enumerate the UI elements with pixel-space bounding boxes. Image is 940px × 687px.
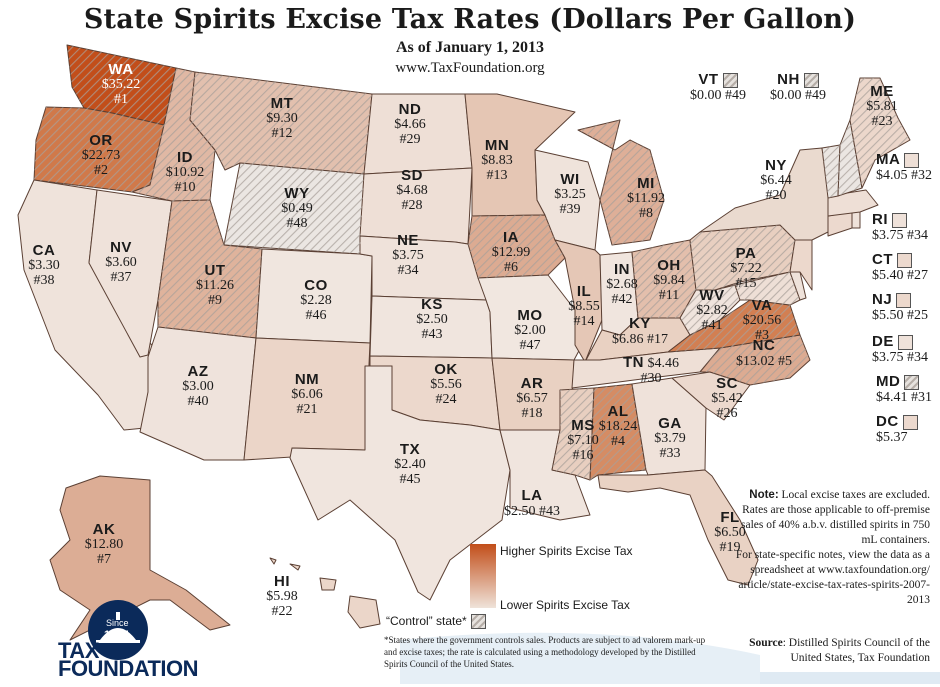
- label-AL: AL $18.24 #4: [598, 403, 638, 449]
- hatch-NC: [700, 335, 810, 385]
- note-specific: For state-specific notes, view the data …: [735, 549, 930, 606]
- legend-low-label: Lower Spirits Excise Tax: [500, 598, 630, 612]
- label-IN: IN $2.68 #42: [606, 261, 638, 307]
- label-MS: MS $7.10 #16: [567, 417, 599, 463]
- label-NE: NE $3.75 #34: [392, 232, 424, 278]
- map-title: State Spirits Excise Tax Rates (Dollars …: [83, 4, 857, 35]
- label-KY: KY $6.86 #17: [612, 315, 668, 347]
- callout-DC: DC $5.37: [876, 414, 938, 445]
- label-MT: MT $9.30 #12: [266, 95, 298, 141]
- label-LA: LA $2.50 #43: [504, 487, 560, 519]
- label-NV: NV $3.60 #37: [105, 239, 137, 285]
- source-url: www.TaxFoundation.org: [395, 60, 545, 76]
- state-MA: [827, 189, 879, 217]
- callout-MA: MA $4.05 #32: [876, 151, 932, 184]
- hatch-AL: [590, 384, 646, 480]
- map-subtitle: As of January 1, 2013: [395, 39, 544, 56]
- label-HI: HI $5.98 #22: [266, 573, 298, 619]
- gulf-shore: [400, 632, 760, 684]
- label-NY: NY $6.44 #20: [760, 157, 792, 203]
- label-NM: NM $6.06 #21: [291, 371, 323, 417]
- label-NC: NC $13.02 #5: [736, 337, 792, 369]
- state-RI: [851, 211, 861, 229]
- note-block: Note: Local excise taxes are excluded. R…: [741, 489, 930, 546]
- logo-word-foundation: FOUNDATION: [58, 656, 199, 681]
- control-swatch: [722, 73, 738, 89]
- hatch-WV: [680, 285, 740, 335]
- label-WV: WV $2.82 #41: [696, 287, 728, 333]
- hatch-OR: [34, 107, 164, 192]
- label-UT: UT $11.26 #9: [196, 262, 234, 308]
- label-IA: IA $12.99 #6: [491, 229, 531, 275]
- label-ME: ME $5.81 #23: [866, 83, 898, 129]
- label-CA: CA $3.30 #38: [28, 242, 60, 288]
- label-OR: OR $22.73 #2: [81, 132, 121, 178]
- legend-gradient: [470, 544, 496, 608]
- callout-CT: CT $5.40 #27: [872, 251, 928, 284]
- legend-control: “Control” state*: [386, 614, 486, 630]
- state-TX: [289, 365, 511, 601]
- logo-word-tax: TAX: [58, 638, 99, 663]
- capitol-dome-icon: [88, 600, 148, 660]
- label-TN: TN $4.46 #30: [623, 354, 679, 386]
- label-VA: VA $20.56 #3: [742, 297, 782, 343]
- hatch-WY: [224, 163, 364, 254]
- control-swatch: [470, 614, 486, 630]
- hatch-OH: [632, 240, 696, 318]
- hatch-ID: [132, 68, 215, 201]
- label-OH: OH $9.84 #11: [653, 257, 685, 303]
- hatch-WA: [67, 45, 176, 125]
- label-ID: ID $10.92 #10: [165, 149, 205, 195]
- hatch-IA: [468, 215, 565, 278]
- state-FL: [597, 469, 759, 586]
- label-ND: ND $4.66 #29: [394, 101, 426, 147]
- hatch-VT: [822, 145, 840, 198]
- hatch-MI: [578, 120, 664, 245]
- label-FL: FL $6.50 #19: [714, 509, 746, 555]
- callout-NJ: NJ $5.50 #25: [872, 291, 928, 324]
- callout-DE: DE $3.75 #34: [872, 333, 928, 366]
- label-WA: WA $35.22 #1: [101, 61, 141, 107]
- label-WI: WI $3.25 #39: [554, 171, 586, 217]
- hatch-MS: [552, 388, 594, 480]
- callout-VT: VT $0.00 #49: [690, 71, 746, 104]
- label-AZ: AZ $3.00 #40: [182, 363, 214, 409]
- source-block: Source: Distilled Spirits Council of the…: [749, 637, 930, 664]
- legend-high-label: Higher Spirits Excise Tax: [500, 544, 633, 558]
- label-PA: PA $7.22 #15: [730, 245, 762, 291]
- control-swatch: [803, 73, 819, 89]
- tax-foundation-logo: Since 1937 TAX FOUNDATION: [58, 596, 208, 682]
- hatch-NH: [838, 120, 862, 196]
- label-MO: MO $2.00 #47: [514, 307, 546, 353]
- label-SD: SD $4.68 #28: [396, 167, 428, 213]
- control-hatch-overlays: [34, 45, 910, 480]
- hatch-PA: [690, 225, 795, 290]
- state-AK: [49, 475, 231, 641]
- label-IL: IL $8.55 #14: [568, 283, 600, 329]
- hatch-ME: [850, 78, 910, 188]
- hatch-UT: [158, 200, 262, 338]
- hatch-VA: [668, 300, 800, 352]
- label-MI: MI $11.92 #8: [627, 175, 665, 221]
- label-KS: KS $2.50 #43: [416, 296, 448, 342]
- label-AR: AR $6.57 #18: [516, 375, 548, 421]
- label-MN: MN $8.83 #13: [481, 137, 513, 183]
- callout-RI: RI $3.75 #34: [872, 211, 928, 244]
- hatch-MD: [735, 272, 800, 305]
- legend-footnote: *States where the government controls sa…: [384, 635, 706, 669]
- state-HI: [269, 557, 381, 629]
- callout-MD: MD $4.41 #31: [876, 373, 932, 406]
- callout-NH: NH $0.00 #49: [770, 71, 826, 104]
- label-WY: WY $0.49 #48: [281, 185, 313, 231]
- label-GA: GA $3.79 #33: [654, 415, 686, 461]
- hatch-MT: [190, 72, 372, 174]
- state-SC: [671, 371, 751, 421]
- label-CO: CO $2.28 #46: [300, 277, 332, 323]
- label-OK: OK $5.56 #24: [430, 361, 462, 407]
- label-AK: AK $12.80 #7: [84, 521, 124, 567]
- label-TX: TX $2.40 #45: [394, 441, 426, 487]
- label-SC: SC $5.42 #26: [711, 375, 743, 421]
